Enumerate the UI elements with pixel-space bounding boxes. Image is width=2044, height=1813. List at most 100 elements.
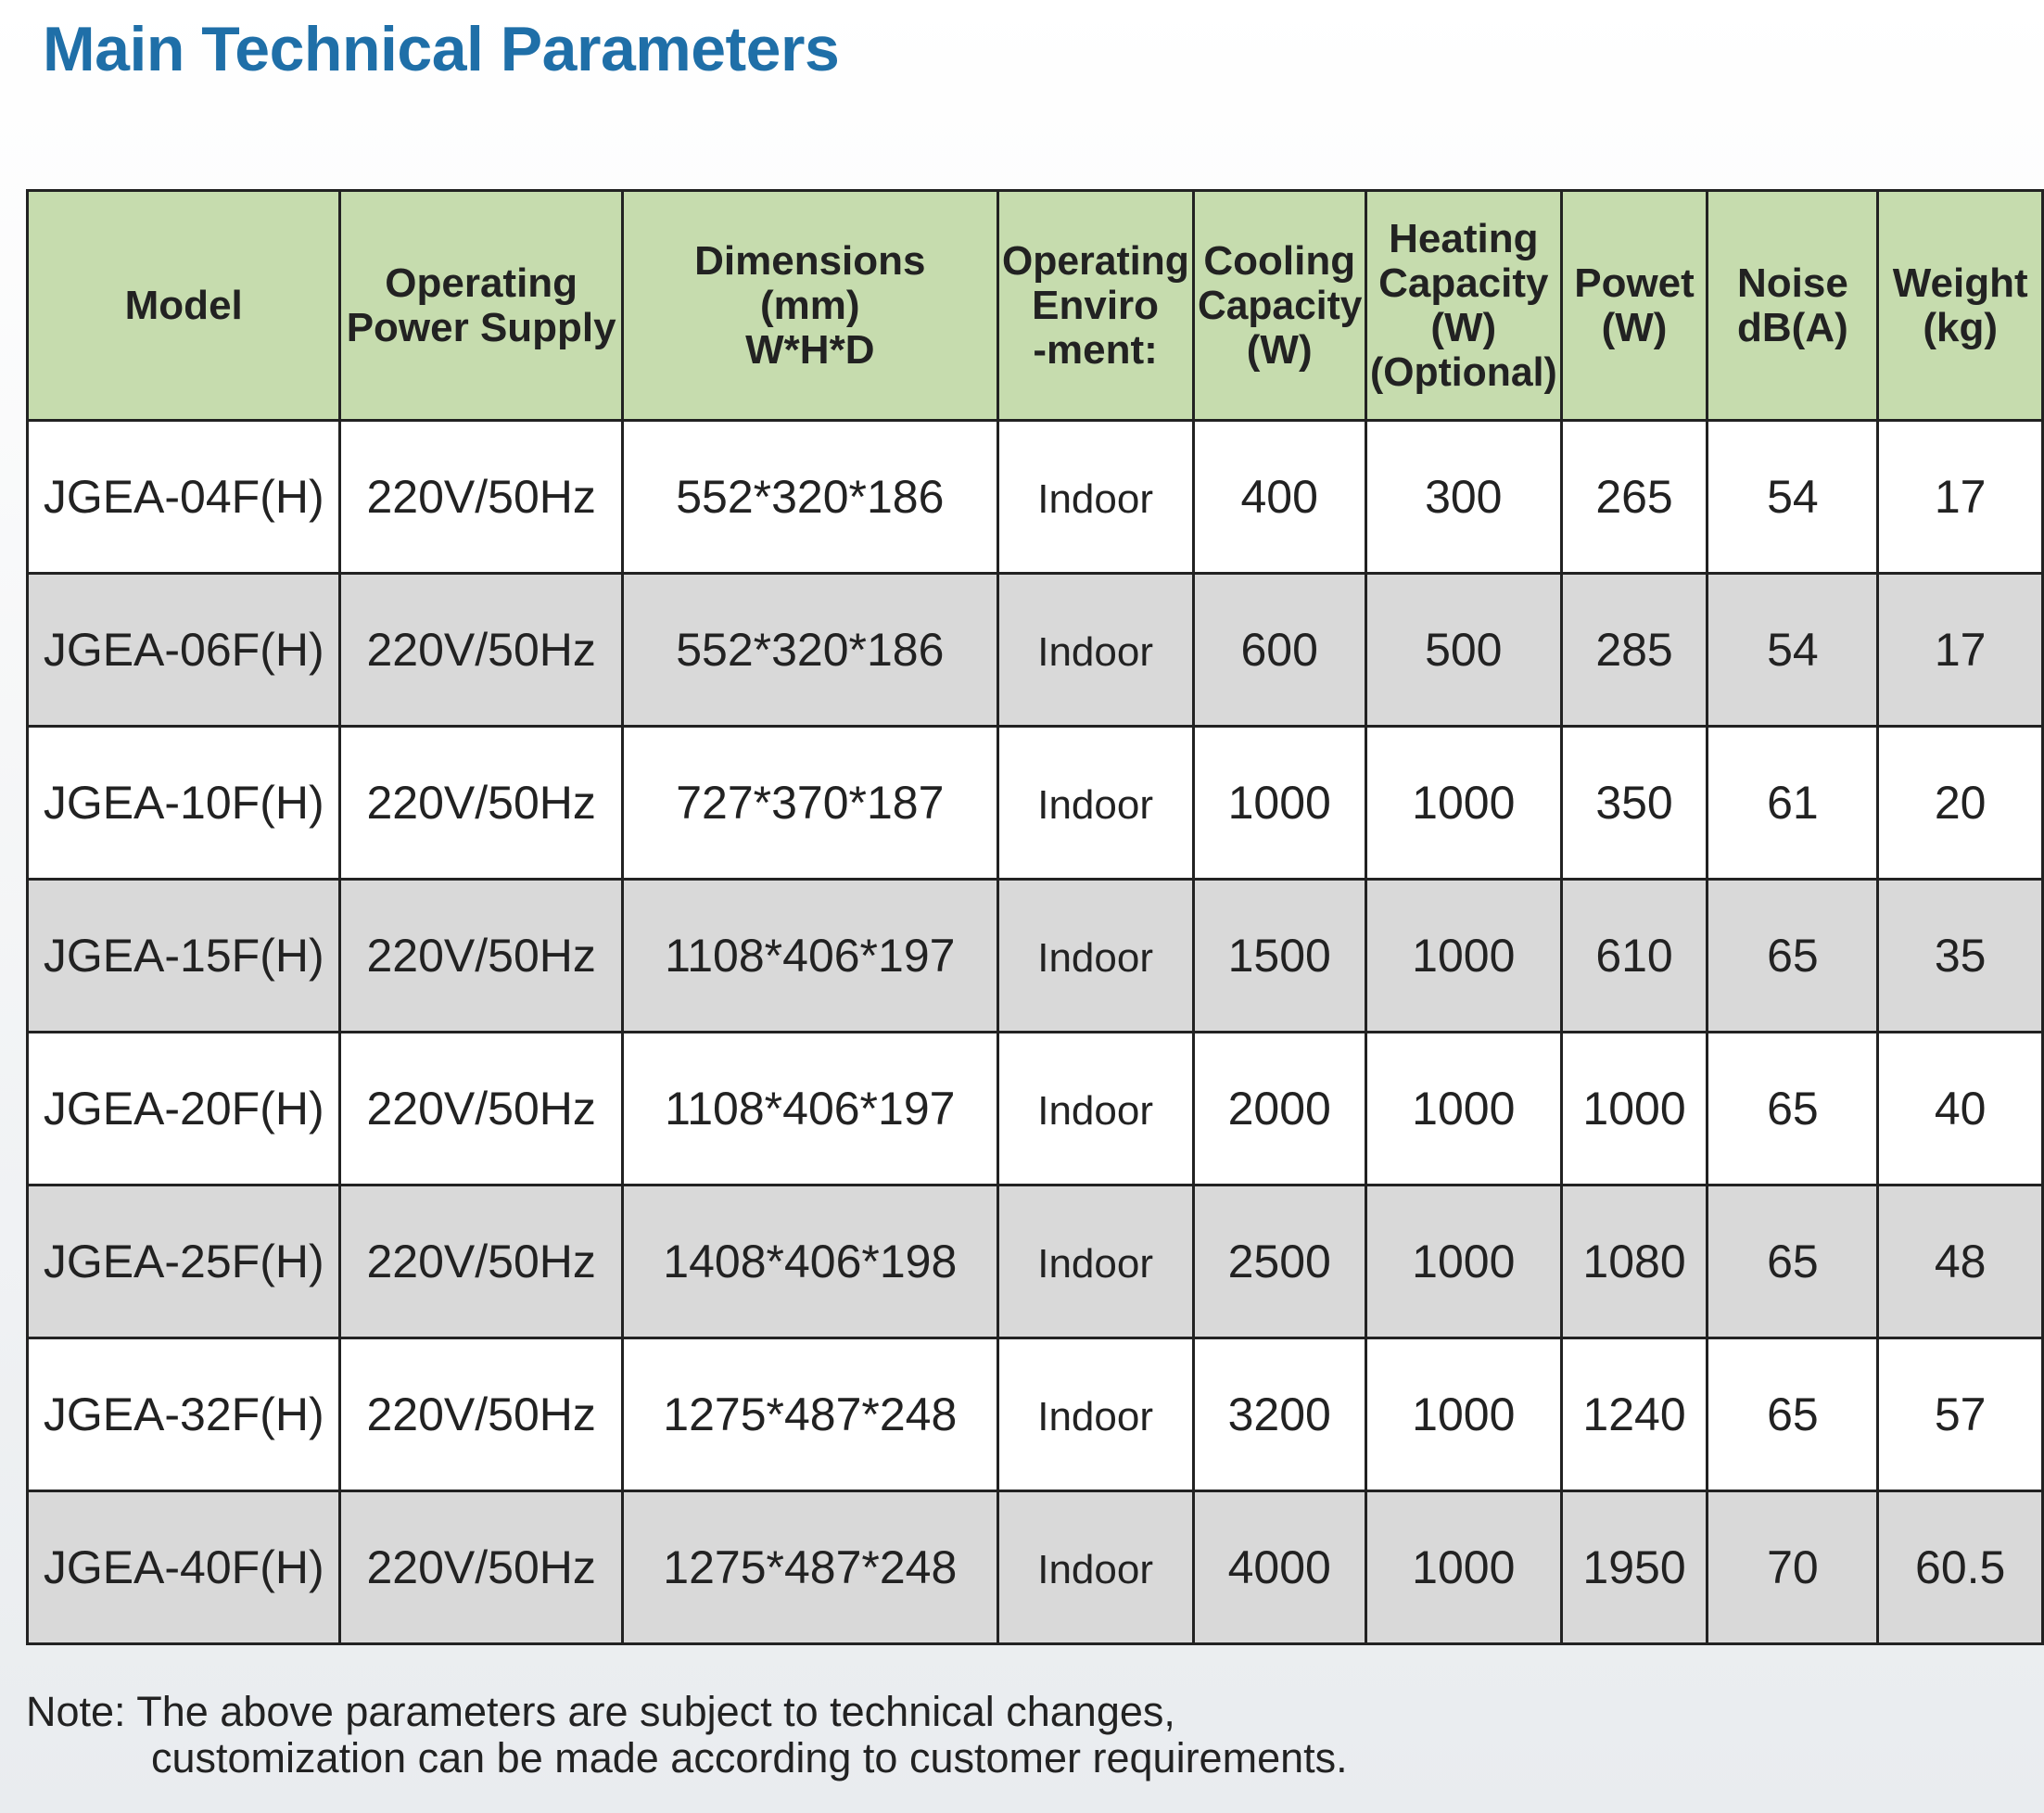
- cell-text: 220V/50Hz: [366, 1083, 596, 1135]
- cell-text: JGEA-25F(H): [43, 1236, 324, 1287]
- table-cell: 65: [1706, 1031, 1880, 1186]
- table-cell: Indoor: [996, 725, 1195, 881]
- table-cell: JGEA-04F(H): [25, 419, 342, 575]
- table-cell: Indoor: [996, 878, 1195, 1033]
- table-cell: JGEA-32F(H): [25, 1337, 342, 1492]
- cell-text: 1108*406*197: [665, 930, 956, 982]
- table-cell: 1500: [1191, 878, 1367, 1033]
- table-cell: 40: [1876, 1031, 2044, 1186]
- table-cell: 552*320*186: [620, 572, 999, 728]
- cell-text: 552*320*186: [676, 624, 945, 676]
- cell-text: Indoor: [1037, 1394, 1153, 1439]
- cell-text: 60.5: [1915, 1541, 2006, 1593]
- table-cell: Indoor: [996, 1490, 1195, 1645]
- table-body: JGEA-04F(H) 220V/50Hz 552*320*186 Indoor 400…: [25, 419, 2044, 1645]
- cell-text: 727*370*187: [676, 777, 945, 829]
- cell-text: 1240: [1582, 1388, 1686, 1440]
- table-cell: 1000: [1364, 1337, 1563, 1492]
- cell-text: 1080: [1582, 1236, 1686, 1287]
- cell-text: Indoor: [1037, 476, 1153, 522]
- table-row: JGEA-25F(H) 220V/50Hz 1408*406*198 Indoor 25…: [25, 1184, 2044, 1339]
- cell-text: 1000: [1412, 777, 1516, 829]
- cell-text: 220V/50Hz: [366, 1236, 596, 1287]
- table-cell: 220V/50Hz: [338, 878, 624, 1033]
- header-line: -ment:: [1000, 327, 1190, 373]
- table-cell: 48: [1876, 1184, 2044, 1339]
- header-line: (mm): [625, 282, 995, 328]
- table-cell: 65: [1706, 1184, 1880, 1339]
- note-line: customization can be made according to c…: [151, 1734, 1348, 1781]
- header-line: Operating: [343, 260, 619, 306]
- cell-text: 1000: [1412, 930, 1516, 982]
- table-cell: 65: [1706, 878, 1880, 1033]
- cell-text: 61: [1767, 777, 1819, 829]
- table-row: JGEA-06F(H) 220V/50Hz 552*320*186 Indoor 600…: [25, 572, 2044, 728]
- header-line: Heating: [1368, 216, 1558, 261]
- table-cell: 1080: [1559, 1184, 1709, 1339]
- cell-text: 1108*406*197: [665, 1083, 956, 1135]
- header-cell: Heating Capacity (W) (Optional): [1364, 189, 1563, 422]
- cell-text: 300: [1425, 471, 1503, 523]
- table-cell: 54: [1706, 572, 1880, 728]
- header-text: (mm): [760, 282, 860, 328]
- cell-text: 40: [1934, 1083, 1987, 1135]
- header-line: Capacity: [1368, 260, 1558, 306]
- table-cell: 1000: [1559, 1031, 1709, 1186]
- cell-text: 220V/50Hz: [366, 1388, 596, 1440]
- cell-text: 552*320*186: [676, 471, 945, 523]
- header-line: W*H*D: [625, 327, 995, 373]
- table-cell: JGEA-25F(H): [25, 1184, 342, 1339]
- cell-text: 54: [1767, 471, 1819, 523]
- header-text: (Optional): [1369, 349, 1557, 395]
- header-cell: Powet (W): [1559, 189, 1709, 422]
- table-cell: 17: [1876, 419, 2044, 575]
- header-line: (Optional): [1368, 349, 1558, 395]
- table-cell: 1000: [1364, 725, 1563, 881]
- table-row: JGEA-20F(H) 220V/50Hz 1108*406*197 Indoor 20…: [25, 1031, 2044, 1186]
- header-line: (W): [1368, 305, 1558, 350]
- header-cell: Noise dB(A): [1706, 189, 1880, 422]
- cell-text: 220V/50Hz: [366, 1541, 596, 1593]
- table-cell: 1240: [1559, 1337, 1709, 1492]
- header-text: Operating: [1001, 237, 1189, 284]
- cell-text: 220V/50Hz: [366, 471, 596, 523]
- cell-text: JGEA-10F(H): [43, 777, 324, 829]
- cell-text: 65: [1767, 1236, 1819, 1287]
- table-cell: 220V/50Hz: [338, 1031, 624, 1186]
- cell-text: 57: [1934, 1388, 1987, 1440]
- header-cell: Cooling Capacity (W): [1191, 189, 1367, 422]
- table-cell: 220V/50Hz: [338, 572, 624, 728]
- header-cell: Model: [25, 189, 342, 422]
- header-cell: Operating Power Supply: [338, 189, 624, 422]
- table-cell: Indoor: [996, 572, 1195, 728]
- table-cell: 61: [1706, 725, 1880, 881]
- cell-text: 70: [1767, 1541, 1819, 1593]
- cell-text: 65: [1767, 930, 1819, 982]
- table-cell: 1950: [1559, 1490, 1709, 1645]
- table-cell: JGEA-15F(H): [25, 878, 342, 1033]
- cell-text: JGEA-04F(H): [43, 471, 324, 523]
- cell-text: 1000: [1412, 1541, 1516, 1593]
- cell-text: Indoor: [1037, 1547, 1153, 1592]
- page-title: Main Technical Parameters: [43, 14, 840, 84]
- cell-text: 500: [1425, 624, 1503, 676]
- cell-text: Indoor: [1037, 935, 1153, 981]
- cell-text: Indoor: [1037, 629, 1153, 675]
- header-line: Dimensions: [625, 238, 995, 284]
- cell-text: 1000: [1412, 1236, 1516, 1287]
- header-line: Model: [31, 283, 337, 328]
- header-line: Capacity: [1196, 283, 1363, 328]
- table-cell: 1408*406*198: [620, 1184, 999, 1339]
- table-cell: 1000: [1364, 1490, 1563, 1645]
- table-cell: 500: [1364, 572, 1563, 728]
- table-cell: Indoor: [996, 419, 1195, 575]
- note-line: Note: The above parameters are subject t…: [26, 1688, 1175, 1735]
- cell-text: 220V/50Hz: [366, 777, 596, 829]
- header-text: (kg): [1923, 304, 1999, 350]
- table-cell: 54: [1706, 419, 1880, 575]
- table-cell: 220V/50Hz: [338, 1490, 624, 1645]
- header-text: Power Supply: [346, 304, 616, 350]
- table-cell: 4000: [1191, 1490, 1367, 1645]
- table-cell: 20: [1876, 725, 2044, 881]
